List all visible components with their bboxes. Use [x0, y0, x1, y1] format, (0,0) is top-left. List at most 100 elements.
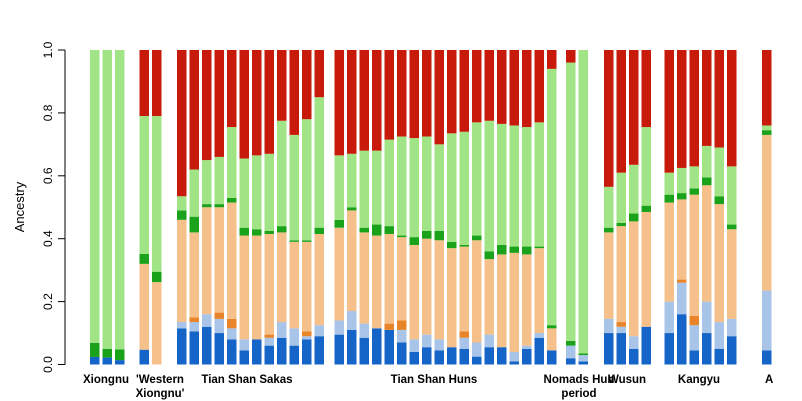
- bar-segment: [714, 147, 724, 197]
- bar-segment: [397, 320, 407, 330]
- bar-segment: [289, 345, 299, 365]
- bar-segment: [616, 222, 626, 227]
- bar-segment: [177, 50, 187, 197]
- bar-segment: [472, 240, 482, 343]
- bar-segment: [616, 333, 626, 365]
- bar-segment: [90, 356, 100, 365]
- bar-segment: [277, 322, 287, 338]
- bar-segment: [484, 120, 494, 252]
- bar-segment: [372, 224, 382, 236]
- bar-segment: [509, 50, 519, 126]
- bar-segment: [102, 348, 112, 358]
- bar-segment: [139, 50, 149, 117]
- bar-segment: [152, 282, 162, 365]
- bar-segment: [578, 355, 588, 362]
- bar-segment: [264, 233, 274, 335]
- bar-segment: [604, 333, 614, 365]
- bar-segment: [714, 196, 724, 205]
- group-label-line: period: [561, 388, 596, 400]
- bar-segment: [334, 320, 344, 335]
- bar-segment: [115, 349, 125, 361]
- bar-segment: [604, 50, 614, 187]
- bar-segment: [547, 68, 557, 326]
- bar-segment: [629, 348, 639, 365]
- bar-segment: [372, 328, 382, 365]
- bar-segment: [677, 193, 687, 200]
- bar-segment: [102, 50, 112, 349]
- group-label: Wusun: [608, 374, 646, 386]
- bar-segment: [434, 240, 444, 340]
- bar-segment: [689, 194, 699, 316]
- bar-segment: [702, 177, 712, 186]
- bar-segment: [677, 282, 687, 315]
- bar-segment: [189, 322, 199, 332]
- bar-segment: [289, 328, 299, 346]
- bar-segment: [689, 50, 699, 167]
- bar-segment: [347, 210, 357, 312]
- bar-segment: [409, 339, 419, 352]
- bar-segment: [264, 334, 274, 338]
- bar-segment: [152, 116, 162, 272]
- bar-segment: [604, 318, 614, 334]
- bar-segment: [409, 50, 419, 139]
- bar-segment: [334, 50, 344, 156]
- bar-segment: [604, 186, 614, 228]
- bar-segment: [359, 150, 369, 228]
- bar-segment: [202, 160, 212, 205]
- bar-segment: [189, 317, 199, 323]
- bar-segment: [702, 145, 712, 178]
- bar-segment: [677, 50, 687, 168]
- bar-segment: [566, 358, 576, 365]
- bar-segment: [115, 50, 125, 350]
- bar-segment: [359, 227, 369, 233]
- bar-segment: [497, 50, 507, 124]
- bar-segment: [447, 241, 457, 249]
- bar-segment: [447, 133, 457, 242]
- bar-segment: [314, 227, 324, 234]
- bar-segment: [397, 50, 407, 137]
- bar-segment: [139, 263, 149, 350]
- bar-segment: [578, 353, 588, 356]
- bar-segment: [334, 227, 344, 321]
- bar-segment: [347, 207, 357, 211]
- bar-segment: [727, 224, 737, 230]
- bar-segment: [177, 196, 187, 211]
- bar-segment: [189, 50, 199, 170]
- bar-segment: [139, 116, 149, 254]
- bar-segment: [384, 329, 394, 365]
- bar-segment: [566, 50, 576, 63]
- bar-segment: [409, 237, 419, 245]
- bar-segment: [214, 207, 224, 313]
- bar-segment: [434, 50, 444, 145]
- bar-segment: [189, 216, 199, 233]
- bar-segment: [604, 232, 614, 319]
- bar-segment: [177, 322, 187, 329]
- bar-segment: [384, 226, 394, 234]
- bar-segment: [434, 230, 444, 241]
- bar-segment: [189, 169, 199, 217]
- bar-segment: [214, 204, 224, 208]
- bar-segment: [397, 235, 407, 238]
- bar-segment: [347, 311, 357, 330]
- bar-segment: [616, 226, 626, 323]
- bar-segment: [702, 185, 712, 302]
- bar-segment: [239, 235, 249, 340]
- bar-segment: [139, 253, 149, 264]
- bar-segment: [397, 342, 407, 365]
- bar-segment: [472, 356, 482, 365]
- bar-segment: [641, 127, 651, 206]
- bar-segment: [472, 50, 482, 123]
- bar-segment: [334, 334, 344, 365]
- bar-segment: [459, 131, 469, 245]
- bar-segment: [202, 207, 212, 315]
- bar-segment: [677, 199, 687, 280]
- bar-segment: [214, 312, 224, 319]
- bar-segment: [762, 50, 772, 126]
- bar-segment: [384, 139, 394, 227]
- bar-segment: [459, 244, 469, 247]
- bar-segment: [384, 323, 394, 330]
- bar-segment: [359, 337, 369, 365]
- bar-segment: [578, 50, 588, 354]
- bar-segment: [359, 323, 369, 338]
